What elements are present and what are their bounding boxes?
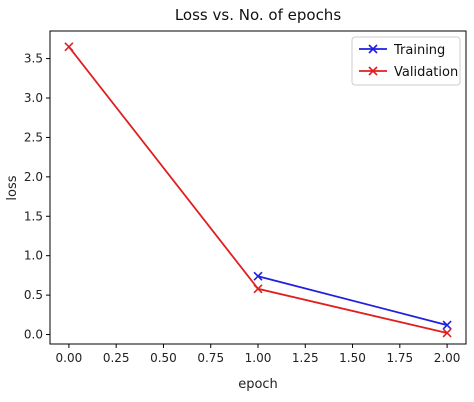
x-axis-ticks: 0.00 0.25 0.50 0.75 1.00 1.25 1.50 1.75 2.00 <box>56 344 461 365</box>
x-tick-label: 0.25 <box>103 351 130 365</box>
validation-data-point <box>442 328 452 338</box>
y-axis-title: loss <box>5 175 20 200</box>
series-layer <box>64 42 452 338</box>
y-tick-label: 0.5 <box>24 288 43 302</box>
x-tick-label: 2.00 <box>434 351 461 365</box>
y-tick-label: 2.0 <box>24 170 43 184</box>
training-data-point <box>442 320 452 330</box>
x-tick-label: 1.50 <box>339 351 366 365</box>
legend-validation-marker <box>368 66 378 76</box>
y-tick-label: 2.5 <box>24 130 43 144</box>
x-tick-label: 1.00 <box>245 351 272 365</box>
training-series-line <box>257 275 448 326</box>
x-tick-label: 0.50 <box>150 351 177 365</box>
legend-training-label: Training <box>393 43 445 58</box>
y-tick-label: 1.5 <box>24 209 43 223</box>
y-tick-label: 1.0 <box>24 249 43 263</box>
validation-data-point <box>253 284 263 294</box>
chart-title: Loss vs. No. of epochs <box>175 6 341 24</box>
y-tick-label: 3.5 <box>24 52 43 66</box>
legend-training-marker <box>368 44 378 54</box>
legend: Training Validation <box>351 36 461 86</box>
legend-validation-label: Validation <box>394 65 458 80</box>
legend-items: Training Validation <box>359 43 458 80</box>
x-tick-label: 1.25 <box>292 351 319 365</box>
y-axis-ticks: 0.0 0.5 1.0 1.5 2.0 2.5 3.0 3.5 <box>24 52 50 342</box>
x-tick-label: 0.00 <box>56 351 83 365</box>
x-tick-label: 0.75 <box>197 351 224 365</box>
x-axis-title: epoch <box>238 377 278 392</box>
training-data-point <box>253 271 263 281</box>
validation-data-point <box>64 42 74 52</box>
y-tick-label: 0.0 <box>24 328 43 342</box>
x-tick-label: 1.75 <box>386 351 413 365</box>
y-tick-label: 3.0 <box>24 91 43 105</box>
